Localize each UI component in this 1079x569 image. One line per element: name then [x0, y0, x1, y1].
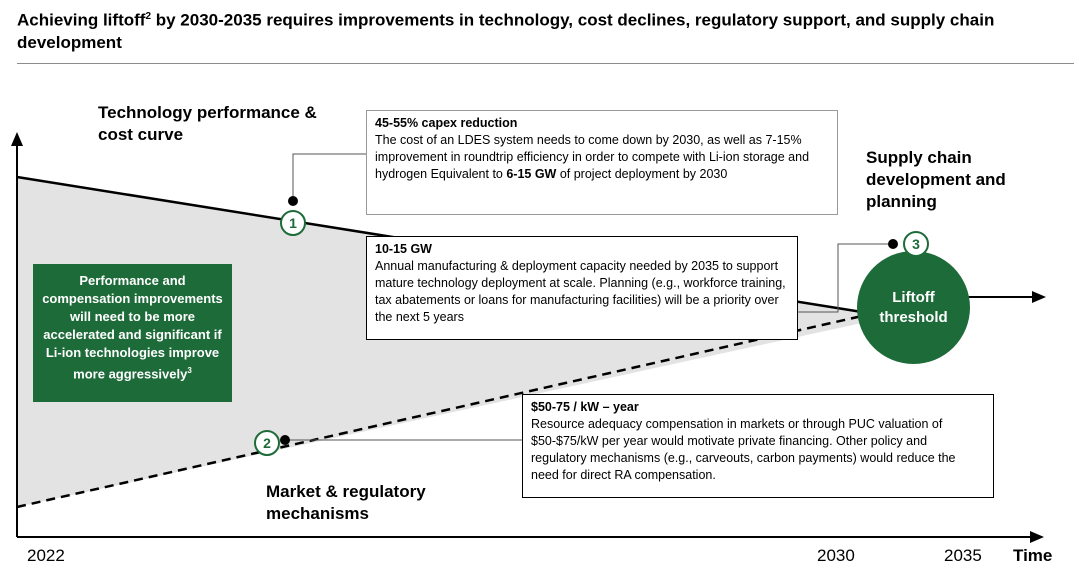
connector-dot-3 [888, 239, 898, 249]
x-axis-title: Time [1013, 546, 1053, 565]
heading-technology: Technology performance & cost curve [98, 103, 317, 144]
liftoff-threshold-label: Liftoff threshold [879, 288, 948, 326]
y-axis-arrowhead [11, 132, 23, 146]
connector-box1 [292, 153, 366, 203]
capex-reduction-title: 45-55% capex reduction [375, 116, 518, 130]
x-axis-label-2035: 2035 [944, 546, 982, 565]
heading-supply-chain: Supply chain development and planning [866, 148, 1006, 211]
x-axis-label-2030: 2030 [817, 546, 855, 565]
capex-reduction-text: The cost of an LDES system needs to come… [375, 133, 810, 181]
title-divider [17, 63, 1074, 64]
capex-reduction-text-end: of project deployment by 2030 [556, 167, 728, 181]
compensation-box: $50-75 / kW – year Resource adequacy com… [522, 394, 994, 498]
connector-dot-2 [280, 435, 290, 445]
performance-note: Performance and compensation improvement… [33, 264, 232, 402]
liftoff-threshold-circle: Liftoff threshold [857, 251, 970, 364]
capex-reduction-gw: 6-15 GW [506, 167, 557, 181]
connector-dot-1 [288, 196, 298, 206]
regulatory-curve-line [16, 314, 863, 509]
marker-2: 2 [254, 430, 280, 456]
heading-market: Market & regulatory mechanisms [266, 482, 426, 523]
marker-1: 1 [280, 210, 306, 236]
capacity-box: 10-15 GW Annual manufacturing & deployme… [366, 236, 798, 340]
liftoff-arrowhead [1032, 291, 1046, 303]
compensation-text: Resource adequacy compensation in market… [531, 417, 956, 482]
capacity-title: 10-15 GW [375, 242, 432, 256]
capacity-text: Annual manufacturing & deployment capaci… [375, 259, 786, 324]
connector-box2 [798, 243, 893, 313]
x-axis-label-2022: 2022 [27, 546, 65, 565]
page-title: Achieving liftoff2 by 2030-2035 requires… [17, 10, 995, 52]
x-axis-arrowhead [1030, 531, 1044, 543]
converging-area [17, 177, 862, 507]
marker-3: 3 [903, 231, 929, 257]
compensation-title: $50-75 / kW – year [531, 400, 639, 414]
capex-reduction-box: 45-55% capex reduction The cost of an LD… [366, 110, 838, 215]
